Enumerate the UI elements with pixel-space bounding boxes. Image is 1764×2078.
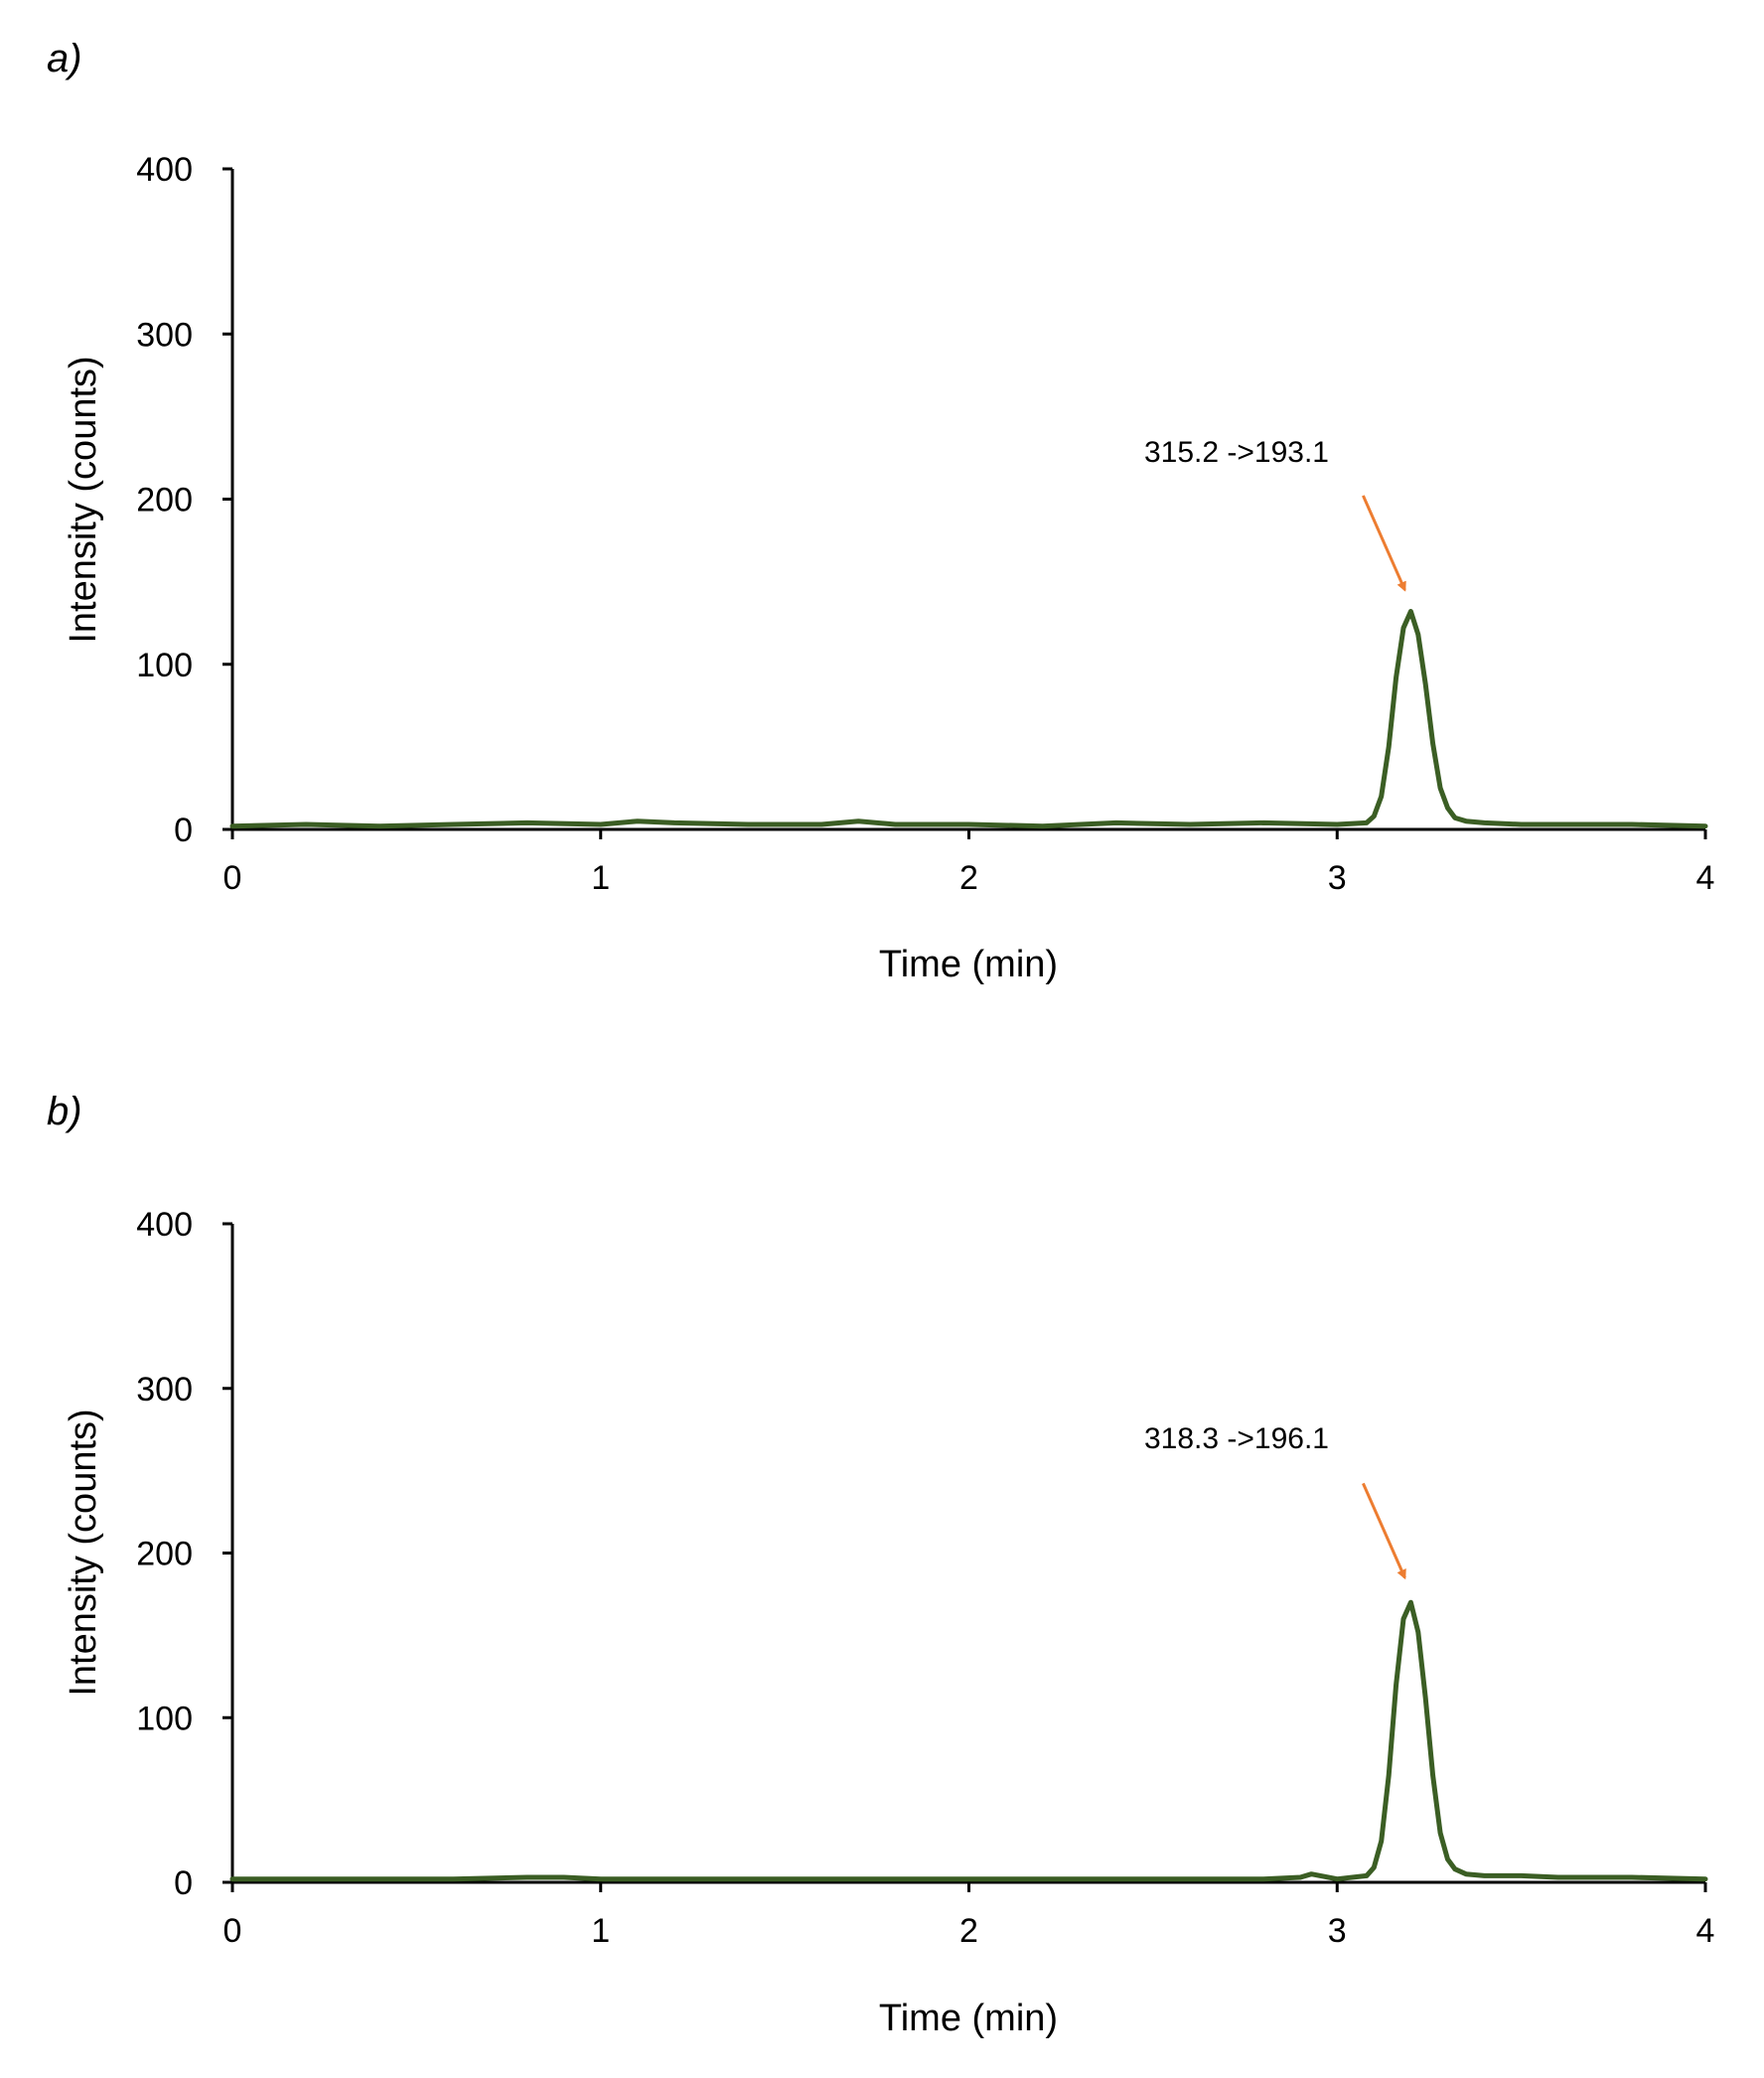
chart-b: b) 0 100 200 300 400 0 1 2 3 4 318.3 ->196.1 Tim… (47, 1090, 1714, 2039)
y-axis-title-a: Intensity (counts) (63, 356, 104, 643)
y-tick-label: 200 (136, 1536, 193, 1573)
panel-label-b: b) (47, 1090, 82, 1133)
x-tick-label: 1 (591, 859, 610, 897)
x-tick-label: 3 (1328, 1912, 1347, 1950)
annotation-label-b: 318.3 ->196.1 (1144, 1422, 1329, 1455)
x-ticks-a: 0 1 2 3 4 (223, 829, 1715, 897)
y-axis-title-b: Intensity (counts) (63, 1409, 104, 1696)
y-tick-label: 300 (136, 1371, 193, 1409)
x-axis-title-b: Time (min) (879, 1998, 1058, 2039)
x-tick-label: 4 (1696, 1912, 1715, 1950)
y-ticks-b: 0 100 200 300 400 (136, 1206, 232, 1902)
trace-line-a (229, 609, 1708, 829)
annotation-label-a: 315.2 ->193.1 (1144, 436, 1329, 469)
x-ticks-b: 0 1 2 3 4 (223, 1882, 1715, 1950)
y-tick-label: 400 (136, 1206, 193, 1244)
x-tick-label: 4 (1696, 859, 1715, 897)
x-tick-label: 2 (959, 859, 978, 897)
y-tick-label: 0 (174, 1864, 193, 1902)
x-tick-label: 1 (591, 1912, 610, 1950)
panel-label-a: a) (47, 37, 82, 80)
chart-a: a) 0 100 200 300 400 0 1 2 3 4 315.2 ->193.1 Tim… (47, 37, 1714, 985)
annotation-arrow-b (1362, 1482, 1406, 1580)
x-tick-label: 0 (223, 1912, 242, 1950)
x-tick-label: 0 (223, 859, 242, 897)
annotation-arrow-a (1362, 495, 1406, 592)
y-tick-label: 100 (136, 647, 193, 684)
y-tick-label: 0 (174, 812, 193, 849)
y-tick-label: 100 (136, 1700, 193, 1737)
x-tick-label: 2 (959, 1912, 978, 1950)
y-tick-label: 200 (136, 482, 193, 520)
y-tick-label: 400 (136, 151, 193, 189)
x-tick-label: 3 (1328, 859, 1347, 897)
y-tick-label: 300 (136, 316, 193, 354)
x-axis-title-a: Time (min) (879, 944, 1058, 985)
trace-line-b (229, 1599, 1708, 1882)
y-ticks-a: 0 100 200 300 400 (136, 151, 232, 849)
